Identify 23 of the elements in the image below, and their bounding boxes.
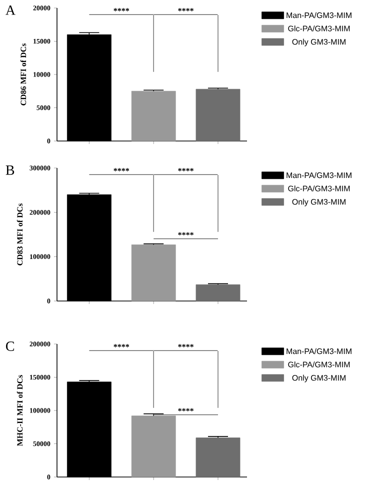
chart-title: A (6, 6, 16, 15)
annotation: **** (114, 8, 130, 12)
annotation: **** (114, 344, 130, 348)
annotation: **** (178, 8, 194, 12)
chart-title: C (6, 342, 14, 351)
legend-label: Man-PA/GM3-MIM (286, 348, 352, 354)
annotation: **** (178, 232, 194, 236)
legend-label: Man-PA/GM3-MIM (286, 172, 352, 178)
y-axis-title: CD83 MFI of DCs (16, 203, 23, 266)
y-axis-title: CD86 MFI of DCs (20, 43, 26, 106)
annotation: **** (178, 168, 194, 172)
legend-label: Glc-PA/GM3-MIM (288, 25, 350, 32)
legend-label: Only GM3-MIM (292, 38, 346, 46)
annotation: **** (178, 344, 194, 348)
chart-title: B (6, 166, 14, 175)
y-axis-title: MHC-II MFI of DCs (16, 375, 23, 446)
legend-label: Glc-PA/GM3-MIM (288, 361, 350, 368)
annotation: **** (178, 408, 194, 412)
legend-label: Glc-PA/GM3-MIM (288, 185, 350, 192)
legend-label: Man-PA/GM3-MIM (286, 12, 352, 18)
legend-label: Only GM3-MIM (292, 198, 346, 206)
legend-label: Only GM3-MIM (292, 374, 346, 382)
annotation: **** (114, 168, 130, 172)
